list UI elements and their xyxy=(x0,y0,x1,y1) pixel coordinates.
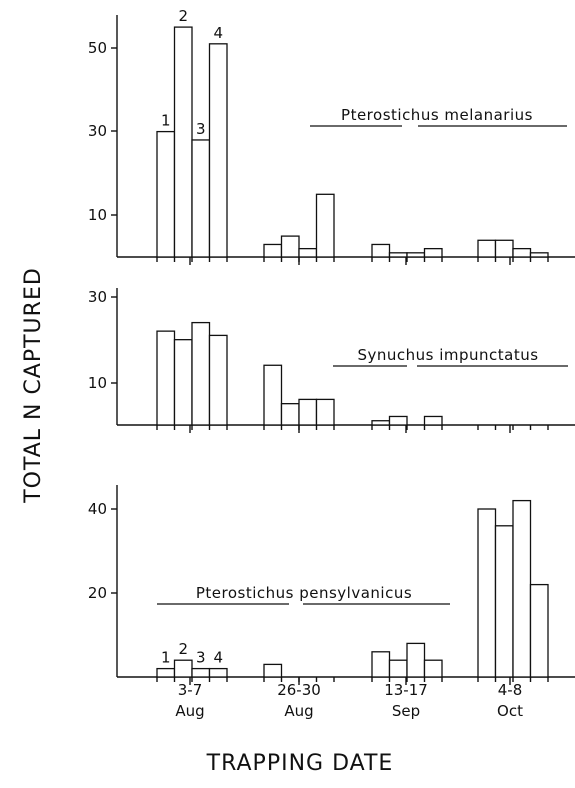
bar-4-4 xyxy=(529,583,549,678)
bar-1-4 xyxy=(208,334,228,426)
bar-1-4 xyxy=(208,667,228,678)
bar-4-1 xyxy=(477,508,497,678)
bar-number-label: 2 xyxy=(178,640,188,658)
bar-number-label: 1 xyxy=(161,112,171,130)
bar-number-label: 4 xyxy=(213,24,223,42)
bar-1-1 xyxy=(156,130,176,258)
y-tick-label: 10 xyxy=(88,374,107,392)
x-group-label-2-line2: Aug xyxy=(284,702,313,720)
bar-3-2 xyxy=(388,415,408,426)
panel-2: 10 30 Synuchus impunctatus xyxy=(88,288,575,433)
bar-2-3 xyxy=(298,247,318,258)
x-group-label-2-line1: 26-30 xyxy=(277,681,321,699)
species-title: Pterostichus pensylvanicus xyxy=(196,584,412,602)
x-axis-label: TRAPPING DATE xyxy=(206,751,394,776)
bar-3-3 xyxy=(406,252,426,258)
y-tick-label: 30 xyxy=(88,122,107,140)
x-group-label-3-line2: Sep xyxy=(392,702,420,720)
y-axis-label: TOTAL N CAPTURED xyxy=(21,267,46,504)
panel-1: 10 30 50 1 2 3 4 Pterostichus melanarius xyxy=(88,7,575,265)
bar-2-2 xyxy=(280,235,300,258)
bar-number-label: 3 xyxy=(196,120,206,138)
bar-2-1 xyxy=(263,364,283,426)
y-tick-label: 10 xyxy=(88,206,107,224)
y-tick-label: 20 xyxy=(88,584,107,602)
x-group-label-1-line2: Aug xyxy=(175,702,204,720)
bar-3-4 xyxy=(423,659,443,678)
bar-3-4 xyxy=(423,247,443,258)
bar-4-2 xyxy=(494,525,514,678)
bar-3-1 xyxy=(371,420,391,426)
bar-1-2 xyxy=(173,659,193,678)
y-tick-label: 50 xyxy=(88,39,107,57)
bar-2-2 xyxy=(280,403,300,426)
bar-2-1 xyxy=(263,243,283,258)
panel-3: 20 40 1 2 3 4 Pterostichus pensylvanicus xyxy=(88,485,575,685)
bar-4-2 xyxy=(494,239,514,258)
bar-1-2 xyxy=(173,339,193,426)
bar-2-4 xyxy=(315,398,335,426)
bar-3-2 xyxy=(388,659,408,678)
x-group-label-4-line2: Oct xyxy=(497,702,523,720)
y-tick-label: 40 xyxy=(88,500,107,518)
bar-1-4 xyxy=(208,43,228,258)
bar-1-3 xyxy=(191,321,211,426)
bar-3-3 xyxy=(406,642,426,678)
bar-1-3 xyxy=(191,667,211,678)
bar-3-2 xyxy=(388,252,408,258)
x-axis-group-labels: 3-7 Aug 26-30 Aug 13-17 Sep 4-8 Oct xyxy=(175,681,523,720)
bar-2-4 xyxy=(315,193,335,258)
x-group-label-3-line1: 13-17 xyxy=(384,681,428,699)
bar-number-label: 2 xyxy=(178,7,188,25)
bar-3-1 xyxy=(371,651,391,678)
bar-4-4 xyxy=(529,252,549,258)
x-group-label-1-line1: 3-7 xyxy=(178,681,203,699)
bar-3-4 xyxy=(423,415,443,426)
bar-number-label: 1 xyxy=(161,649,171,667)
bar-4-1 xyxy=(477,239,497,258)
bar-4-3 xyxy=(512,499,532,678)
bar-number-label: 3 xyxy=(196,649,206,667)
species-title: Synuchus impunctatus xyxy=(357,346,538,364)
species-title: Pterostichus melanarius xyxy=(341,106,533,124)
bar-1-1 xyxy=(156,667,176,678)
bar-2-1 xyxy=(263,663,283,678)
bar-number-label: 4 xyxy=(213,649,223,667)
bar-1-2 xyxy=(173,26,193,258)
x-group-label-4-line1: 4-8 xyxy=(498,681,523,699)
bar-2-3 xyxy=(298,398,318,426)
bar-4-3 xyxy=(512,247,532,258)
y-tick-label: 30 xyxy=(88,288,107,306)
bar-1-3 xyxy=(191,139,211,258)
bar-1-1 xyxy=(156,330,176,426)
bar-3-1 xyxy=(371,243,391,258)
